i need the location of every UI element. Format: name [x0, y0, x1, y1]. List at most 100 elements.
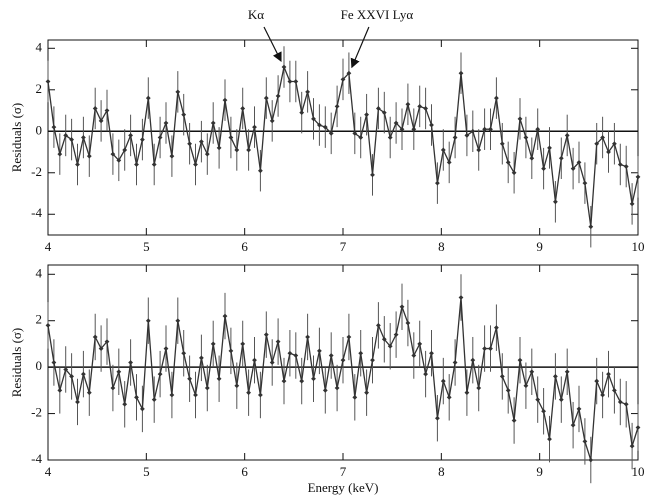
data-point [340, 77, 346, 82]
data-point [299, 110, 305, 116]
data-point [376, 322, 381, 328]
data-point [541, 166, 546, 172]
data-point [494, 95, 499, 101]
data-point [86, 390, 92, 396]
data-point [258, 392, 263, 398]
data-point [305, 89, 310, 95]
data-point [252, 357, 257, 363]
data-point [435, 180, 440, 186]
data-point [358, 350, 364, 356]
data-point [358, 135, 364, 140]
data-point [381, 110, 387, 116]
data-point [104, 108, 110, 113]
data-point [157, 371, 163, 377]
data-point [98, 346, 104, 351]
data-point [234, 147, 240, 153]
data-point [293, 353, 299, 358]
data-point [423, 106, 428, 111]
y-tick-label: 4 [36, 265, 43, 280]
data-point [352, 130, 358, 136]
data-point [553, 374, 558, 379]
data-point [86, 153, 92, 159]
data-point [69, 137, 74, 142]
data-point [499, 141, 505, 147]
data-point [210, 120, 216, 126]
data-point [582, 439, 588, 444]
data-point [440, 378, 446, 384]
data-point [511, 170, 517, 176]
data-point [51, 124, 57, 130]
x-tick-label: 9 [536, 464, 543, 479]
data-point [564, 369, 570, 375]
y-tick-label: -4 [31, 205, 42, 220]
data-point [45, 79, 51, 84]
data-point [446, 159, 452, 165]
data-point [92, 334, 98, 340]
x-tick-label: 7 [340, 239, 347, 254]
data-point [51, 360, 57, 365]
data-point [393, 120, 399, 126]
data-point [157, 135, 163, 140]
data-point [252, 124, 257, 130]
data-point [364, 112, 369, 118]
data-point [470, 128, 476, 134]
data-point [311, 116, 316, 122]
data-point [140, 137, 145, 142]
data-point [429, 122, 434, 128]
data-point [122, 147, 128, 153]
data-point [594, 378, 600, 384]
x-tick-label: 6 [241, 239, 248, 254]
data-point [199, 139, 204, 145]
data-point [535, 126, 541, 132]
data-point [452, 360, 458, 365]
data-point [322, 387, 328, 393]
data-point [623, 164, 629, 169]
data-point [346, 334, 352, 340]
data-point [216, 145, 222, 151]
data-point [281, 378, 287, 384]
data-point [370, 172, 375, 178]
data-point [600, 135, 605, 140]
data-point [553, 199, 558, 205]
data-point [488, 126, 493, 132]
data-point [558, 397, 564, 403]
data-point [193, 162, 198, 167]
data-point [446, 394, 452, 400]
x-axis-label: Energy (keV) [308, 480, 379, 495]
data-point [541, 408, 546, 414]
data-point [623, 401, 629, 407]
data-point [169, 392, 175, 398]
data-point [523, 383, 529, 389]
data-point [334, 385, 340, 391]
y-tick-label: 0 [36, 122, 43, 137]
data-point [145, 95, 151, 101]
data-point [263, 95, 269, 101]
data-point [505, 387, 511, 393]
data-point [204, 385, 210, 391]
data-point [529, 155, 535, 161]
data-point [104, 339, 110, 345]
data-point [92, 106, 98, 111]
data-point [169, 153, 175, 159]
data-point [98, 118, 104, 124]
data-point [145, 318, 151, 324]
data-point [635, 174, 641, 180]
data-point [163, 346, 169, 351]
x-tick-label: 4 [45, 239, 52, 254]
data-point [558, 155, 564, 161]
data-point [570, 166, 576, 172]
data-point [612, 387, 617, 393]
data-point [175, 318, 181, 324]
data-point [476, 385, 482, 391]
data-point [488, 346, 493, 351]
data-point [63, 367, 69, 372]
data-point [258, 168, 263, 174]
x-tick-label: 8 [438, 464, 445, 479]
data-point [588, 224, 594, 230]
x-tick-label: 7 [340, 464, 347, 479]
data-point [151, 397, 157, 403]
data-point [629, 443, 635, 449]
data-point [110, 385, 116, 391]
data-point [517, 357, 523, 363]
data-point [482, 126, 487, 132]
